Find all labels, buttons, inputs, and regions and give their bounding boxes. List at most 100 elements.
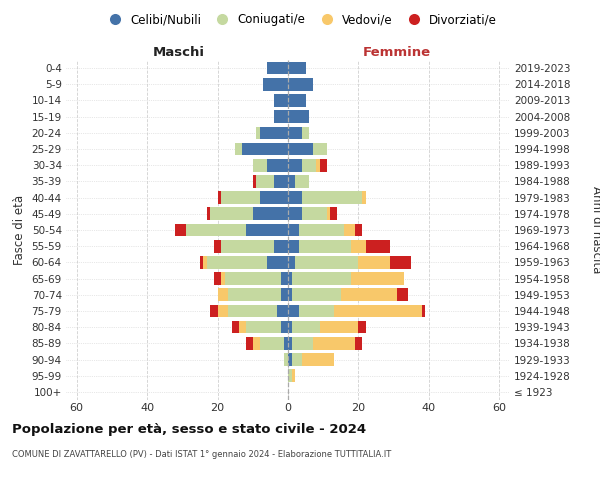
Bar [302,159,316,172]
Bar [330,208,337,220]
Bar [274,110,288,123]
Bar [288,370,292,382]
Bar [218,288,228,301]
Bar [299,240,352,252]
Bar [246,321,281,334]
Y-axis label: Fasce di età: Fasce di età [13,195,26,265]
Bar [288,78,313,90]
Bar [288,62,305,74]
Bar [316,159,320,172]
Legend: Celibi/Nubili, Coniugati/e, Vedovi/e, Divorziati/e: Celibi/Nubili, Coniugati/e, Vedovi/e, Di… [98,8,502,31]
Bar [352,272,404,285]
Bar [218,304,228,318]
Bar [211,304,218,318]
Bar [281,288,288,301]
Bar [228,304,277,318]
Text: Popolazione per età, sesso e stato civile - 2024: Popolazione per età, sesso e stato civil… [12,422,366,436]
Bar [313,337,355,349]
Bar [211,208,253,220]
Bar [288,192,302,204]
Bar [207,208,211,220]
Bar [207,256,267,268]
Bar [299,304,334,318]
Bar [288,175,295,188]
Bar [302,208,327,220]
Bar [246,224,288,236]
Bar [242,142,288,156]
Bar [267,159,288,172]
Bar [390,256,412,268]
Bar [292,321,320,334]
Bar [235,142,242,156]
Bar [221,192,260,204]
Bar [260,337,284,349]
Y-axis label: Anni di nascita: Anni di nascita [590,186,600,274]
Bar [214,272,221,285]
Bar [288,142,313,156]
Bar [365,240,390,252]
Bar [295,256,358,268]
Bar [218,192,221,204]
Bar [288,224,299,236]
Bar [288,94,305,107]
Bar [358,256,390,268]
Bar [281,272,288,285]
Bar [232,321,239,334]
Bar [253,159,267,172]
Bar [203,256,207,268]
Bar [288,288,292,301]
Bar [214,240,221,252]
Text: Maschi: Maschi [153,46,205,59]
Text: Femmine: Femmine [363,46,431,59]
Bar [246,337,253,349]
Bar [292,353,302,366]
Bar [292,337,313,349]
Bar [253,175,256,188]
Bar [256,175,274,188]
Bar [292,272,352,285]
Bar [288,321,292,334]
Bar [288,240,299,252]
Bar [186,224,246,236]
Bar [274,175,288,188]
Bar [284,353,288,366]
Bar [288,208,302,220]
Bar [221,272,224,285]
Bar [292,288,341,301]
Bar [288,126,302,139]
Bar [281,321,288,334]
Bar [175,224,186,236]
Bar [256,126,260,139]
Bar [422,304,425,318]
Bar [355,337,362,349]
Bar [267,62,288,74]
Bar [221,240,274,252]
Bar [352,240,365,252]
Bar [260,126,288,139]
Bar [200,256,203,268]
Bar [302,353,334,366]
Bar [228,288,281,301]
Bar [288,337,292,349]
Bar [302,192,362,204]
Bar [341,288,397,301]
Bar [288,159,302,172]
Bar [288,110,309,123]
Bar [253,208,288,220]
Bar [295,175,309,188]
Bar [239,321,246,334]
Bar [288,304,299,318]
Bar [320,159,327,172]
Text: COMUNE DI ZAVATTARELLO (PV) - Dati ISTAT 1° gennaio 2024 - Elaborazione TUTTITAL: COMUNE DI ZAVATTARELLO (PV) - Dati ISTAT… [12,450,391,459]
Bar [288,353,292,366]
Bar [397,288,408,301]
Bar [260,192,288,204]
Bar [263,78,288,90]
Bar [344,224,355,236]
Bar [284,337,288,349]
Bar [277,304,288,318]
Bar [313,142,327,156]
Bar [299,224,344,236]
Bar [274,94,288,107]
Bar [253,337,260,349]
